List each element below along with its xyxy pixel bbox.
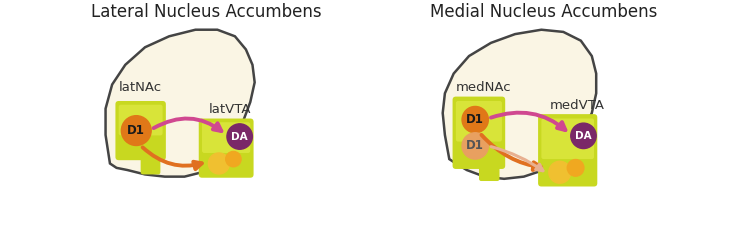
Text: DA: DA bbox=[575, 131, 592, 141]
Circle shape bbox=[122, 116, 152, 146]
Circle shape bbox=[209, 153, 230, 174]
Text: latNAc: latNAc bbox=[118, 81, 162, 94]
Circle shape bbox=[571, 123, 596, 148]
Circle shape bbox=[462, 133, 488, 159]
FancyBboxPatch shape bbox=[202, 122, 250, 153]
Text: D1: D1 bbox=[466, 139, 484, 152]
Text: D1: D1 bbox=[466, 113, 484, 126]
Title: Lateral Nucleus Accumbens: Lateral Nucleus Accumbens bbox=[91, 3, 322, 21]
FancyBboxPatch shape bbox=[456, 101, 502, 141]
Circle shape bbox=[549, 161, 571, 183]
Polygon shape bbox=[106, 30, 255, 177]
FancyBboxPatch shape bbox=[116, 101, 166, 160]
FancyBboxPatch shape bbox=[199, 119, 254, 178]
FancyBboxPatch shape bbox=[452, 97, 506, 169]
Text: medVTA: medVTA bbox=[550, 99, 605, 112]
Circle shape bbox=[567, 159, 584, 176]
Text: medNAc: medNAc bbox=[456, 81, 512, 94]
FancyBboxPatch shape bbox=[538, 114, 597, 186]
Title: Medial Nucleus Accumbens: Medial Nucleus Accumbens bbox=[430, 3, 657, 21]
FancyBboxPatch shape bbox=[118, 105, 163, 135]
FancyBboxPatch shape bbox=[141, 150, 160, 174]
Circle shape bbox=[226, 151, 241, 167]
Circle shape bbox=[462, 106, 488, 133]
Text: DA: DA bbox=[231, 131, 248, 142]
Text: latVTA: latVTA bbox=[209, 103, 251, 116]
Polygon shape bbox=[442, 30, 596, 179]
FancyBboxPatch shape bbox=[542, 119, 594, 159]
Text: D1: D1 bbox=[128, 124, 146, 137]
Circle shape bbox=[227, 124, 253, 149]
FancyBboxPatch shape bbox=[479, 159, 500, 181]
